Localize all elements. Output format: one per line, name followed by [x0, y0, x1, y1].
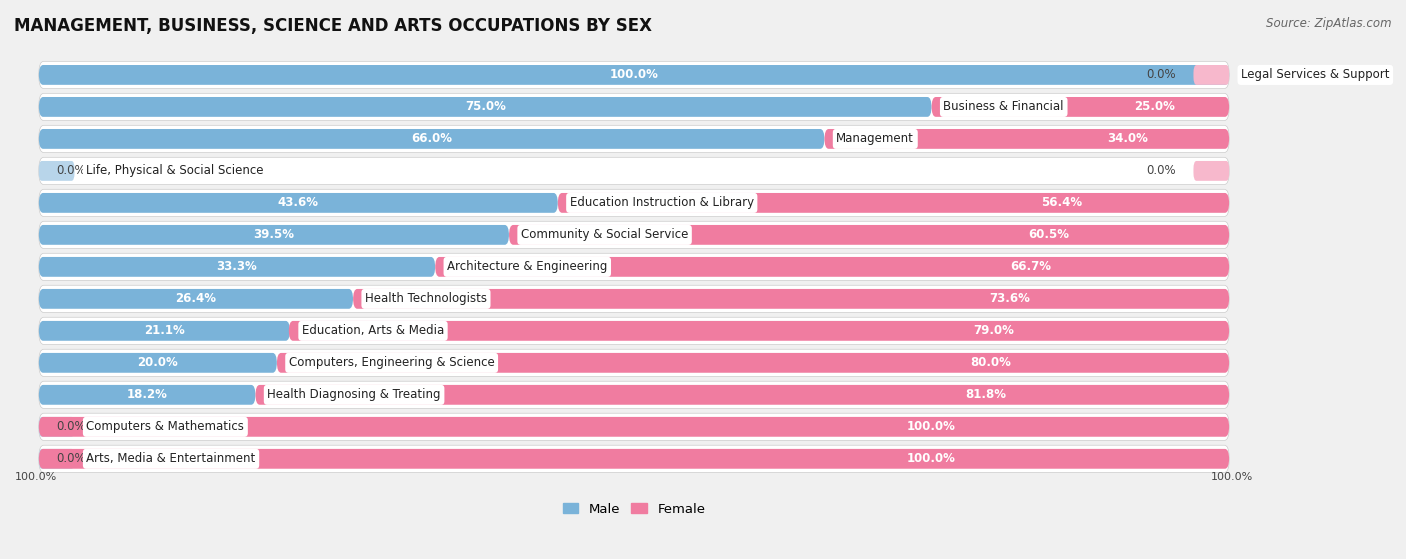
Text: 66.0%: 66.0% — [411, 132, 453, 145]
FancyBboxPatch shape — [39, 225, 509, 245]
FancyBboxPatch shape — [558, 193, 1229, 213]
FancyBboxPatch shape — [509, 225, 1229, 245]
FancyBboxPatch shape — [39, 449, 1229, 469]
FancyBboxPatch shape — [39, 257, 436, 277]
Text: 33.3%: 33.3% — [217, 260, 257, 273]
FancyBboxPatch shape — [436, 257, 1229, 277]
FancyBboxPatch shape — [39, 381, 1229, 409]
Text: 56.4%: 56.4% — [1040, 196, 1081, 210]
Text: Arts, Media & Entertainment: Arts, Media & Entertainment — [86, 452, 256, 465]
FancyBboxPatch shape — [39, 125, 1229, 153]
Text: 75.0%: 75.0% — [465, 101, 506, 113]
Text: 100.0%: 100.0% — [1211, 472, 1253, 482]
Text: Computers, Engineering & Science: Computers, Engineering & Science — [288, 356, 495, 369]
Text: Education, Arts & Media: Education, Arts & Media — [302, 324, 444, 337]
FancyBboxPatch shape — [39, 413, 1229, 440]
FancyBboxPatch shape — [39, 321, 290, 341]
FancyBboxPatch shape — [39, 417, 75, 437]
Text: Architecture & Engineering: Architecture & Engineering — [447, 260, 607, 273]
FancyBboxPatch shape — [39, 93, 1229, 121]
FancyBboxPatch shape — [39, 221, 1229, 248]
FancyBboxPatch shape — [277, 353, 1229, 373]
Text: 100.0%: 100.0% — [610, 68, 658, 82]
FancyBboxPatch shape — [353, 289, 1229, 309]
FancyBboxPatch shape — [39, 253, 1229, 281]
FancyBboxPatch shape — [39, 285, 1229, 312]
FancyBboxPatch shape — [39, 445, 1229, 472]
FancyBboxPatch shape — [39, 449, 75, 469]
Text: 66.7%: 66.7% — [1010, 260, 1052, 273]
Text: 73.6%: 73.6% — [990, 292, 1031, 305]
FancyBboxPatch shape — [39, 161, 75, 181]
FancyBboxPatch shape — [39, 190, 1229, 216]
Text: 0.0%: 0.0% — [56, 164, 86, 177]
Text: 0.0%: 0.0% — [56, 452, 86, 465]
Text: 18.2%: 18.2% — [127, 389, 167, 401]
Text: Health Diagnosing & Treating: Health Diagnosing & Treating — [267, 389, 441, 401]
Text: Health Technologists: Health Technologists — [366, 292, 486, 305]
Text: Legal Services & Support: Legal Services & Support — [1241, 68, 1389, 82]
Text: 80.0%: 80.0% — [970, 356, 1011, 369]
Legend: Male, Female: Male, Female — [562, 503, 706, 515]
Text: 60.5%: 60.5% — [1029, 229, 1070, 241]
Text: 100.0%: 100.0% — [907, 420, 956, 433]
FancyBboxPatch shape — [1194, 161, 1229, 181]
FancyBboxPatch shape — [39, 65, 1229, 85]
FancyBboxPatch shape — [1194, 65, 1229, 85]
FancyBboxPatch shape — [39, 417, 1229, 437]
Text: Business & Financial: Business & Financial — [943, 101, 1064, 113]
Text: Life, Physical & Social Science: Life, Physical & Social Science — [86, 164, 264, 177]
Text: 43.6%: 43.6% — [278, 196, 319, 210]
Text: Education Instruction & Library: Education Instruction & Library — [569, 196, 754, 210]
FancyBboxPatch shape — [288, 321, 1229, 341]
FancyBboxPatch shape — [39, 97, 932, 117]
FancyBboxPatch shape — [39, 318, 1229, 344]
Text: MANAGEMENT, BUSINESS, SCIENCE AND ARTS OCCUPATIONS BY SEX: MANAGEMENT, BUSINESS, SCIENCE AND ARTS O… — [14, 17, 652, 35]
FancyBboxPatch shape — [39, 353, 277, 373]
FancyBboxPatch shape — [39, 349, 1229, 376]
FancyBboxPatch shape — [39, 129, 824, 149]
Text: 0.0%: 0.0% — [1146, 68, 1175, 82]
Text: 25.0%: 25.0% — [1135, 101, 1175, 113]
Text: Computers & Mathematics: Computers & Mathematics — [86, 420, 245, 433]
Text: Management: Management — [837, 132, 914, 145]
Text: 79.0%: 79.0% — [973, 324, 1015, 337]
FancyBboxPatch shape — [39, 385, 256, 405]
FancyBboxPatch shape — [932, 97, 1229, 117]
Text: Community & Social Service: Community & Social Service — [520, 229, 689, 241]
FancyBboxPatch shape — [824, 129, 1229, 149]
Text: 81.8%: 81.8% — [966, 389, 1007, 401]
Text: 100.0%: 100.0% — [907, 452, 956, 465]
Text: 26.4%: 26.4% — [176, 292, 217, 305]
Text: 34.0%: 34.0% — [1108, 132, 1149, 145]
FancyBboxPatch shape — [39, 289, 353, 309]
Text: 20.0%: 20.0% — [138, 356, 179, 369]
Text: 100.0%: 100.0% — [15, 472, 58, 482]
Text: Source: ZipAtlas.com: Source: ZipAtlas.com — [1267, 17, 1392, 30]
FancyBboxPatch shape — [39, 157, 1229, 184]
FancyBboxPatch shape — [39, 61, 1229, 88]
FancyBboxPatch shape — [256, 385, 1229, 405]
Text: 21.1%: 21.1% — [143, 324, 184, 337]
Text: 0.0%: 0.0% — [1146, 164, 1175, 177]
FancyBboxPatch shape — [39, 193, 558, 213]
Text: 0.0%: 0.0% — [56, 420, 86, 433]
Text: 39.5%: 39.5% — [253, 229, 294, 241]
